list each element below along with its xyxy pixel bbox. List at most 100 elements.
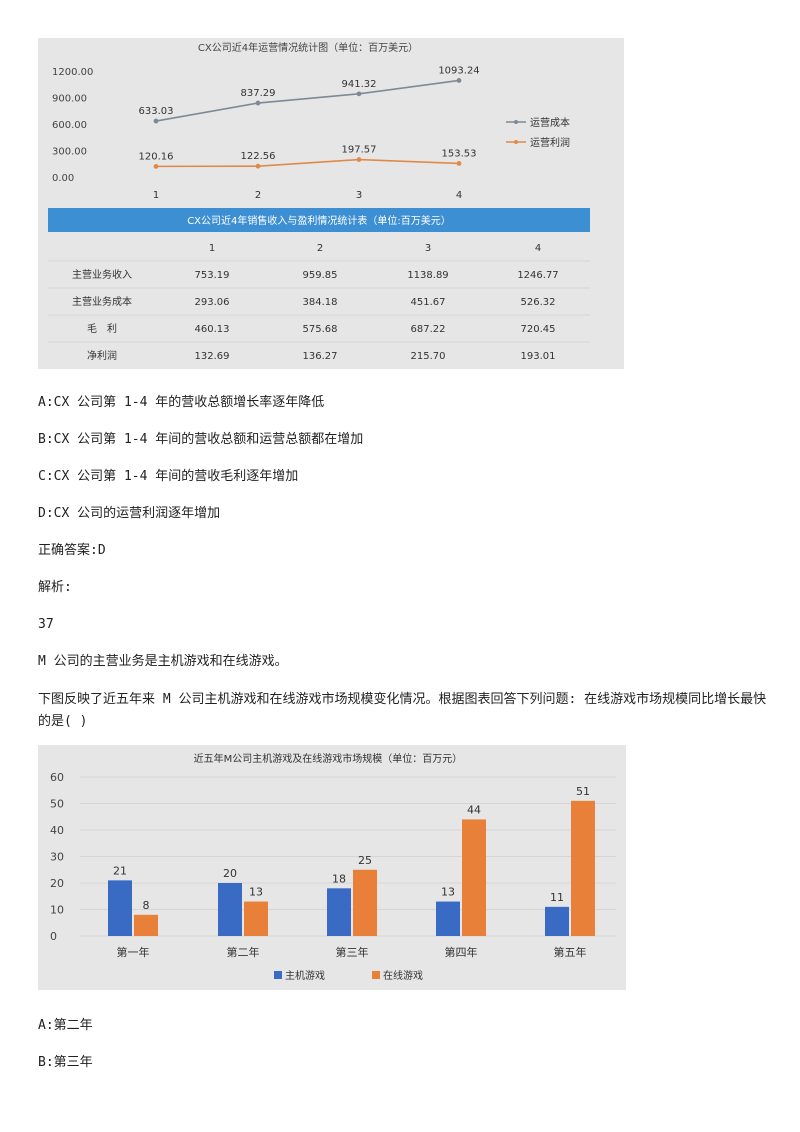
legend-label: 运营利润 (530, 136, 570, 149)
x-tick-label: 第三年 (336, 945, 369, 959)
data-point (255, 100, 261, 106)
x-tick-label: 2 (255, 190, 261, 201)
data-label: 837.29 (241, 88, 276, 99)
table-column-header: 1 (209, 243, 215, 254)
data-label: 941.32 (342, 79, 377, 90)
table-cell: 215.70 (411, 351, 446, 362)
table-cell: 720.45 (521, 324, 556, 335)
table-cell: 575.68 (303, 324, 338, 335)
x-tick-label: 第五年 (554, 945, 587, 959)
bar-online (353, 869, 377, 936)
table-cell: 687.22 (411, 324, 446, 335)
data-point (153, 163, 159, 169)
correct-answer: 正确答案:D (38, 543, 106, 558)
bar-value-label: 13 (441, 886, 455, 899)
data-point (456, 78, 462, 83)
y-tick-label: 20 (50, 877, 64, 890)
x-tick-label: 第一年 (117, 945, 150, 959)
table-cell: 526.32 (521, 297, 556, 308)
bar-online (571, 800, 595, 936)
series-line-0 (155, 79, 460, 122)
y-tick-label: 300.00 (52, 147, 87, 158)
y-tick-label: 600.00 (52, 120, 87, 131)
question-number: 37 (38, 617, 54, 632)
table-column-header: 4 (535, 243, 541, 254)
y-tick-label: 40 (50, 824, 64, 837)
table-title: CX公司近4年销售收入与盈利情况统计表（单位:百万美元） (187, 214, 451, 227)
series-line-1 (155, 158, 460, 168)
data-point (153, 118, 159, 124)
legend-label: 主机游戏 (285, 969, 325, 982)
data-label: 122.56 (241, 151, 276, 162)
bar-console (327, 888, 351, 936)
legend-label: 在线游戏 (383, 969, 423, 982)
bar-value-label: 25 (358, 854, 372, 867)
m-company-figure: 近五年M公司主机游戏及在线游戏市场规模（单位：百万元） 60 50 40 30 20 10 0… (38, 745, 626, 990)
table-cell: 1246.77 (517, 270, 558, 281)
legend-swatch (372, 971, 380, 979)
cx-operations-figure: CX公司近4年运营情况统计图（单位：百万美元） 1200.00 900.00 600.… (38, 38, 624, 369)
legend-label: 运营成本 (530, 116, 570, 129)
table-cell: 451.67 (411, 297, 446, 308)
question-intro: M 公司的主营业务是主机游戏和在线游戏。 (38, 654, 288, 669)
option-b: B:CX 公司第 1-4 年间的营收总额和运营总额都在增加 (38, 432, 364, 447)
data-point (255, 163, 261, 169)
option-a2: A:第二年 (38, 1018, 93, 1033)
y-tick-label: 30 (50, 851, 64, 864)
option-c: C:CX 公司第 1-4 年间的营收毛利逐年增加 (38, 469, 299, 484)
data-label: 197.57 (342, 145, 377, 156)
table-row-label: 主营业务成本 (72, 295, 132, 308)
table-row-label: 毛 利 (87, 323, 117, 335)
table-cell: 136.27 (303, 351, 338, 362)
x-tick-label: 第二年 (227, 945, 260, 959)
data-label: 1093.24 (438, 65, 479, 76)
bar-value-label: 51 (576, 785, 590, 798)
bar-console (436, 901, 460, 936)
y-tick-label: 1200.00 (52, 67, 93, 78)
bar-value-label: 13 (249, 886, 263, 899)
analysis-label: 解析: (38, 580, 72, 595)
table-cell: 193.01 (521, 351, 556, 362)
table-row-label: 主营业务收入 (72, 268, 132, 281)
y-tick-label: 10 (50, 904, 64, 917)
data-point (456, 161, 462, 166)
table-title-bar (48, 208, 590, 232)
m-company-bar-chart: 近五年M公司主机游戏及在线游戏市场规模（单位：百万元） 60 50 40 30 20 10 0… (50, 752, 616, 982)
option-a: A:CX 公司第 1-4 年的营收总额增长率逐年降低 (38, 395, 325, 410)
table-cell: 1138.89 (407, 270, 448, 281)
y-tick-label: 60 (50, 771, 64, 784)
table-cell: 384.18 (303, 297, 338, 308)
bar-console (218, 883, 242, 936)
table-cell: 293.06 (195, 297, 230, 308)
option-d: D:CX 公司的运营利润逐年增加 (38, 506, 221, 521)
data-point (356, 157, 362, 162)
table-cell: 460.13 (195, 324, 230, 335)
bar-value-label: 8 (143, 899, 150, 912)
bar-online (244, 901, 268, 936)
y-tick-label: 0.00 (52, 173, 74, 184)
y-tick-label: 50 (50, 798, 64, 811)
data-label: 153.53 (442, 148, 477, 159)
question-text: 下图反映了近五年来 M 公司主机游戏和在线游戏市场规模变化情况。根据图表回答下列… (38, 692, 767, 729)
chart-title: CX公司近4年运营情况统计图（单位：百万美元） (198, 41, 418, 54)
data-point (356, 91, 362, 97)
table-cell: 959.85 (303, 270, 338, 281)
legend-swatch (274, 971, 282, 979)
bar-value-label: 18 (332, 872, 346, 885)
bar-value-label: 11 (550, 891, 564, 904)
bar-value-label: 44 (467, 803, 481, 816)
legend-marker (514, 140, 518, 144)
x-tick-label: 3 (356, 190, 362, 201)
table-cell: 132.69 (195, 351, 230, 362)
table-row-label: 净利润 (87, 349, 117, 362)
bar-console (108, 880, 132, 936)
table-column-header: 3 (425, 243, 431, 254)
bar-value-label: 20 (223, 867, 237, 880)
data-label: 633.03 (139, 106, 174, 117)
bar-value-label: 21 (113, 864, 127, 877)
bar-online (134, 914, 158, 936)
chart-title: 近五年M公司主机游戏及在线游戏市场规模（单位：百万元） (194, 752, 463, 765)
bar-online (462, 819, 486, 936)
data-label: 120.16 (139, 151, 174, 162)
legend-marker (514, 120, 518, 124)
